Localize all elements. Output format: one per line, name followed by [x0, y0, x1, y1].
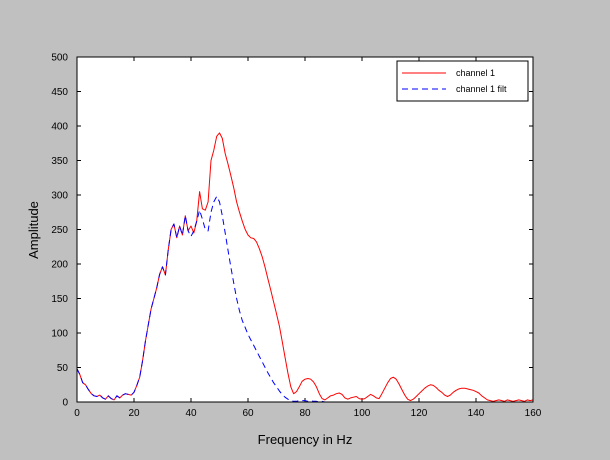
y-tick-label: 100 — [51, 329, 68, 340]
x-tick-label: 100 — [354, 408, 371, 419]
x-tick-label: 160 — [525, 408, 542, 419]
legend-label-channel-1: channel 1 — [456, 68, 495, 78]
x-tick-label: 40 — [185, 408, 197, 419]
x-tick-label: 80 — [299, 408, 311, 419]
y-tick-label: 0 — [62, 398, 68, 409]
y-tick-label: 250 — [51, 225, 68, 236]
x-tick-label: 60 — [242, 408, 254, 419]
x-axis-title: Frequency in Hz — [258, 432, 353, 447]
y-tick-label: 500 — [51, 53, 68, 64]
legend: channel 1 channel 1 filt — [396, 60, 529, 102]
x-tick-label: 0 — [74, 408, 80, 419]
legend-label-channel-1-filt: channel 1 filt — [456, 84, 507, 94]
series-line-channel-1-filt — [76, 195, 334, 403]
x-tick-label: 140 — [468, 408, 485, 419]
data-series — [76, 132, 534, 403]
legend-box — [396, 60, 529, 102]
y-tick-label: 350 — [51, 156, 68, 167]
plot-area-border — [76, 56, 534, 403]
x-tick-label: 120 — [411, 408, 428, 419]
x-tick-label: 20 — [128, 408, 140, 419]
y-tick-label: 450 — [51, 87, 68, 98]
plot-area-background — [77, 57, 533, 402]
y-tick-label: 400 — [51, 122, 68, 133]
y-axis-title: Amplitude — [26, 201, 41, 259]
y-tick-label: 50 — [57, 363, 69, 374]
y-tick-label: 200 — [51, 260, 68, 271]
y-tick-label: 300 — [51, 191, 68, 202]
y-tick-label: 150 — [51, 294, 68, 305]
